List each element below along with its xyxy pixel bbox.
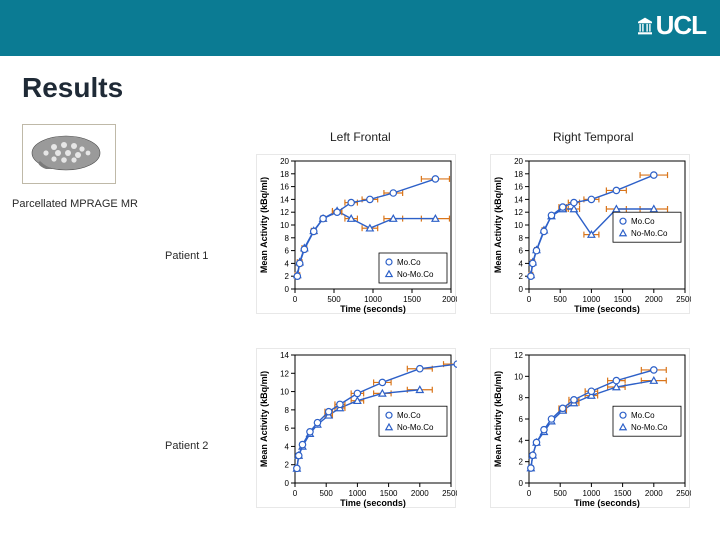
svg-text:14: 14	[280, 351, 289, 360]
portico-icon	[638, 17, 652, 35]
svg-text:Mo.Co: Mo.Co	[631, 411, 655, 420]
svg-text:Mean Activity (kBq/ml): Mean Activity (kBq/ml)	[493, 177, 503, 273]
svg-text:500: 500	[554, 489, 568, 498]
svg-text:8: 8	[519, 394, 524, 403]
svg-text:0: 0	[293, 489, 298, 498]
svg-text:Time (seconds): Time (seconds)	[340, 304, 406, 314]
svg-text:2: 2	[519, 458, 524, 467]
svg-text:4: 4	[519, 436, 524, 445]
svg-text:4: 4	[285, 442, 290, 451]
brand-wordmark: UCL	[656, 10, 706, 41]
brain-caption: Parcellated MPRAGE MR	[12, 198, 138, 210]
chart-p1-left: 0 500 1000 1500 2000 0 2 4 6 8 10 12 14 16 18 20 Time (s…	[256, 154, 456, 314]
svg-text:Time (seconds): Time (seconds)	[574, 498, 640, 508]
svg-text:No-Mo.Co: No-Mo.Co	[631, 423, 668, 432]
svg-text:2500: 2500	[676, 295, 691, 304]
svg-text:10: 10	[280, 221, 289, 230]
svg-text:0: 0	[285, 479, 290, 488]
svg-text:0: 0	[527, 489, 532, 498]
svg-text:0: 0	[519, 479, 524, 488]
svg-text:No-Mo.Co: No-Mo.Co	[397, 270, 434, 279]
logo: UCL	[638, 10, 706, 41]
svg-text:1000: 1000	[583, 489, 601, 498]
svg-text:Mean Activity (kBq/ml): Mean Activity (kBq/ml)	[259, 177, 269, 273]
svg-text:4: 4	[519, 259, 524, 268]
brain-thumbnail	[22, 124, 116, 184]
svg-text:Time (seconds): Time (seconds)	[574, 304, 640, 314]
svg-text:4: 4	[285, 259, 290, 268]
svg-text:0: 0	[519, 285, 524, 294]
svg-text:18: 18	[514, 170, 523, 179]
svg-text:6: 6	[285, 247, 290, 256]
svg-text:2: 2	[285, 272, 290, 281]
svg-text:16: 16	[280, 183, 289, 192]
row-label-patient-1: Patient 1	[165, 250, 208, 262]
svg-text:2500: 2500	[442, 489, 457, 498]
svg-text:No-Mo.Co: No-Mo.Co	[397, 423, 434, 432]
svg-text:16: 16	[514, 183, 523, 192]
chart-p2-left: 0 500 1000 1500 2000 2500 0 2 4 6 8 10 12 14 Time (sec…	[256, 348, 456, 508]
svg-text:2500: 2500	[676, 489, 691, 498]
svg-text:0: 0	[527, 295, 532, 304]
svg-text:Mean Activity (kBq/ml): Mean Activity (kBq/ml)	[493, 371, 503, 467]
svg-text:Mean Activity (kBq/ml): Mean Activity (kBq/ml)	[259, 371, 269, 467]
svg-text:20: 20	[280, 157, 289, 166]
svg-text:1500: 1500	[380, 489, 398, 498]
svg-text:8: 8	[519, 234, 524, 243]
column-label-left: Left Frontal	[330, 130, 391, 144]
svg-text:14: 14	[280, 195, 289, 204]
svg-text:10: 10	[514, 372, 523, 381]
svg-text:Time (seconds): Time (seconds)	[340, 498, 406, 508]
svg-text:1000: 1000	[349, 489, 367, 498]
svg-text:12: 12	[280, 208, 289, 217]
chart-p2-right: 0 500 1000 1500 2000 2500 0 2 4 6 8 10 12 Time (secon…	[490, 348, 690, 508]
svg-text:No-Mo.Co: No-Mo.Co	[631, 229, 668, 238]
svg-text:8: 8	[285, 234, 290, 243]
svg-text:6: 6	[285, 424, 290, 433]
chart-p1-right: 0 500 1000 1500 2000 2500 0 2 4 6 8 10 12 14 16 18 20 Tim…	[490, 154, 690, 314]
svg-text:0: 0	[285, 285, 290, 294]
svg-text:2: 2	[285, 461, 290, 470]
svg-text:1500: 1500	[614, 295, 632, 304]
svg-text:500: 500	[554, 295, 568, 304]
svg-text:1500: 1500	[403, 295, 421, 304]
svg-text:1500: 1500	[614, 489, 632, 498]
svg-text:6: 6	[519, 415, 524, 424]
svg-text:2000: 2000	[645, 295, 663, 304]
svg-text:500: 500	[320, 489, 334, 498]
svg-text:2000: 2000	[411, 489, 429, 498]
svg-text:12: 12	[514, 351, 523, 360]
svg-text:6: 6	[519, 247, 524, 256]
brain-icon	[24, 127, 114, 181]
header-bar	[0, 0, 720, 56]
svg-text:Mo.Co: Mo.Co	[631, 217, 655, 226]
svg-text:2000: 2000	[645, 489, 663, 498]
svg-text:14: 14	[514, 195, 523, 204]
svg-text:2000: 2000	[442, 295, 457, 304]
svg-text:8: 8	[285, 406, 290, 415]
svg-text:18: 18	[280, 170, 289, 179]
svg-text:2: 2	[519, 272, 524, 281]
svg-text:1000: 1000	[583, 295, 601, 304]
svg-text:20: 20	[514, 157, 523, 166]
svg-text:10: 10	[280, 388, 289, 397]
svg-text:10: 10	[514, 221, 523, 230]
svg-text:0: 0	[293, 295, 298, 304]
svg-text:Mo.Co: Mo.Co	[397, 411, 421, 420]
svg-text:12: 12	[514, 208, 523, 217]
row-label-patient-2: Patient 2	[165, 440, 208, 452]
svg-text:Mo.Co: Mo.Co	[397, 258, 421, 267]
svg-text:1000: 1000	[364, 295, 382, 304]
svg-text:12: 12	[280, 369, 289, 378]
column-label-right: Right Temporal	[553, 130, 633, 144]
page-title: Results	[22, 72, 123, 104]
svg-text:500: 500	[327, 295, 341, 304]
